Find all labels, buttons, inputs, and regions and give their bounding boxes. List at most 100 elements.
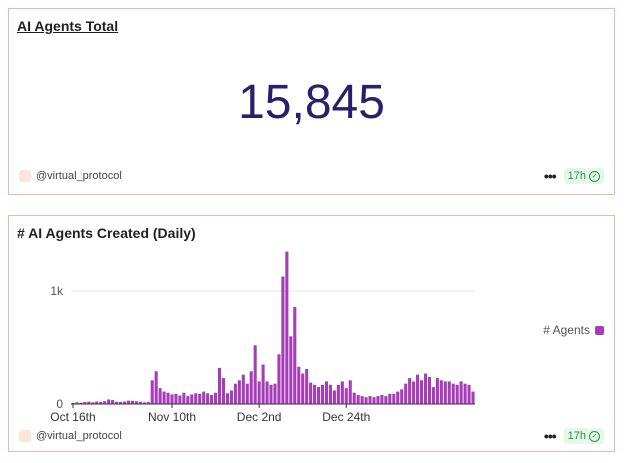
chart-legend[interactable]: # Agents	[543, 323, 604, 337]
author-info[interactable]: @virtual_protocol	[19, 170, 122, 182]
bar[interactable]	[130, 400, 134, 404]
bar[interactable]	[99, 401, 103, 404]
bar[interactable]	[115, 401, 119, 404]
bar[interactable]	[225, 393, 229, 404]
bar[interactable]	[170, 394, 174, 404]
bar[interactable]	[249, 371, 253, 404]
bar[interactable]	[324, 381, 329, 404]
bar[interactable]	[198, 393, 202, 404]
bar[interactable]	[241, 374, 245, 404]
bar[interactable]	[111, 400, 115, 404]
bar[interactable]	[431, 387, 435, 404]
bar[interactable]	[309, 382, 313, 404]
bar[interactable]	[459, 381, 463, 404]
bar[interactable]	[388, 393, 392, 404]
author-info[interactable]: @virtual_protocol	[19, 430, 122, 442]
bar[interactable]	[233, 383, 237, 404]
bar[interactable]	[396, 391, 400, 404]
bar[interactable]	[229, 390, 233, 404]
bar[interactable]	[122, 401, 127, 404]
bar[interactable]	[400, 389, 404, 404]
bar[interactable]	[320, 384, 325, 404]
bar[interactable]	[206, 393, 210, 404]
bar[interactable]	[146, 401, 150, 404]
bar[interactable]	[352, 392, 356, 404]
bar[interactable]	[348, 380, 352, 404]
bar[interactable]	[340, 381, 344, 404]
bar[interactable]	[328, 384, 332, 404]
more-options-icon[interactable]: •••	[543, 428, 557, 444]
bar[interactable]	[423, 373, 428, 404]
bar[interactable]	[190, 394, 194, 404]
bar[interactable]	[416, 374, 420, 404]
bar[interactable]	[344, 388, 348, 404]
bar[interactable]	[221, 378, 226, 404]
bar[interactable]	[439, 380, 443, 404]
bar[interactable]	[261, 364, 265, 405]
bar[interactable]	[103, 401, 107, 404]
bar[interactable]	[451, 383, 455, 404]
bar[interactable]	[83, 401, 87, 404]
bar[interactable]	[404, 383, 408, 404]
bar[interactable]	[313, 384, 317, 404]
bar[interactable]	[305, 369, 309, 404]
bar[interactable]	[372, 397, 376, 404]
bar[interactable]	[443, 381, 447, 404]
bar[interactable]	[245, 383, 249, 404]
bar[interactable]	[214, 392, 218, 404]
bar[interactable]	[376, 396, 380, 404]
bar[interactable]	[138, 401, 142, 404]
bar[interactable]	[79, 402, 83, 404]
bar[interactable]	[356, 394, 360, 404]
bar[interactable]	[317, 387, 321, 404]
bar[interactable]	[301, 373, 305, 404]
author-name[interactable]: @virtual_protocol	[36, 430, 122, 442]
bar[interactable]	[253, 345, 257, 404]
agents-total-title[interactable]: AI Agents Total	[17, 18, 119, 34]
bar[interactable]	[217, 367, 222, 404]
bar[interactable]	[162, 391, 166, 404]
bar[interactable]	[392, 393, 396, 404]
bar[interactable]	[277, 354, 281, 404]
author-name[interactable]: @virtual_protocol	[36, 170, 122, 182]
freshness-badge[interactable]: 17h ✓	[563, 168, 604, 184]
bar[interactable]	[186, 396, 190, 404]
bar[interactable]	[154, 371, 158, 404]
bar[interactable]	[202, 391, 206, 404]
bar[interactable]	[384, 396, 388, 404]
bar[interactable]	[364, 397, 368, 404]
bar[interactable]	[269, 384, 273, 404]
bar[interactable]	[142, 402, 146, 404]
bar[interactable]	[336, 384, 340, 404]
bar[interactable]	[467, 384, 471, 404]
bar[interactable]	[265, 381, 269, 404]
bar[interactable]	[134, 401, 138, 404]
bar[interactable]	[71, 402, 75, 404]
bar[interactable]	[435, 378, 439, 404]
bar[interactable]	[178, 395, 182, 404]
bar[interactable]	[427, 376, 431, 404]
bar[interactable]	[447, 381, 451, 404]
bar[interactable]	[126, 400, 130, 404]
more-options-icon[interactable]: •••	[543, 168, 557, 184]
bar[interactable]	[118, 401, 123, 404]
bar[interactable]	[293, 306, 297, 404]
bar[interactable]	[107, 399, 111, 404]
bar[interactable]	[237, 380, 241, 404]
bar[interactable]	[174, 393, 178, 404]
bar[interactable]	[368, 396, 372, 404]
bar[interactable]	[87, 401, 91, 404]
bar[interactable]	[281, 276, 285, 404]
bar[interactable]	[210, 394, 214, 404]
bar[interactable]	[332, 390, 336, 404]
bar[interactable]	[273, 383, 277, 404]
bar[interactable]	[455, 384, 459, 404]
bar[interactable]	[158, 388, 162, 404]
bar[interactable]	[289, 336, 293, 404]
bar[interactable]	[463, 383, 467, 404]
bar[interactable]	[380, 394, 384, 404]
bar[interactable]	[285, 251, 289, 404]
bar[interactable]	[166, 392, 170, 404]
bar[interactable]	[408, 378, 412, 404]
bar[interactable]	[471, 391, 475, 404]
